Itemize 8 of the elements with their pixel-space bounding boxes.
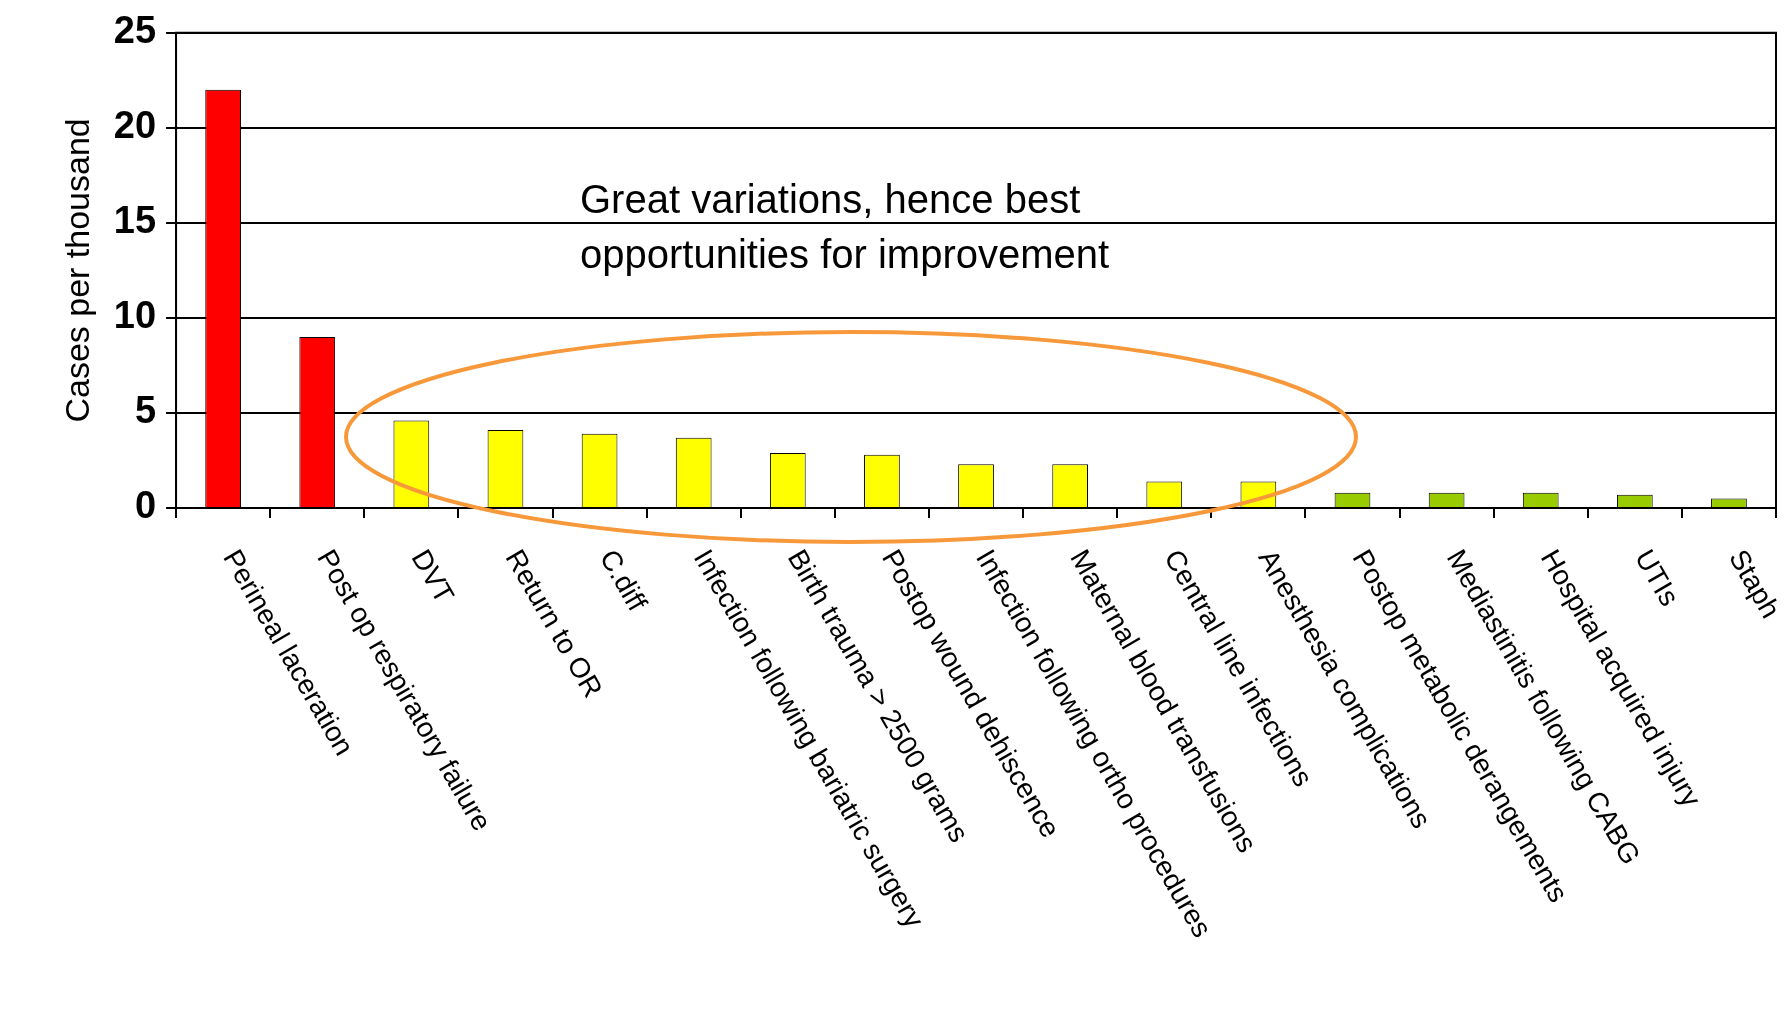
y-tick-label: 5: [134, 389, 157, 432]
y-tick-label: 10: [113, 294, 157, 337]
y-tick-label: 0: [134, 484, 157, 527]
y-axis-title: Cases per thousand: [57, 118, 96, 423]
y-tick-label: 15: [113, 199, 157, 242]
y-tick-label: 20: [113, 104, 157, 147]
y-tick-label: 25: [113, 9, 157, 52]
annotation: Great variations, hence best opportunities for improvement: [579, 176, 1111, 278]
